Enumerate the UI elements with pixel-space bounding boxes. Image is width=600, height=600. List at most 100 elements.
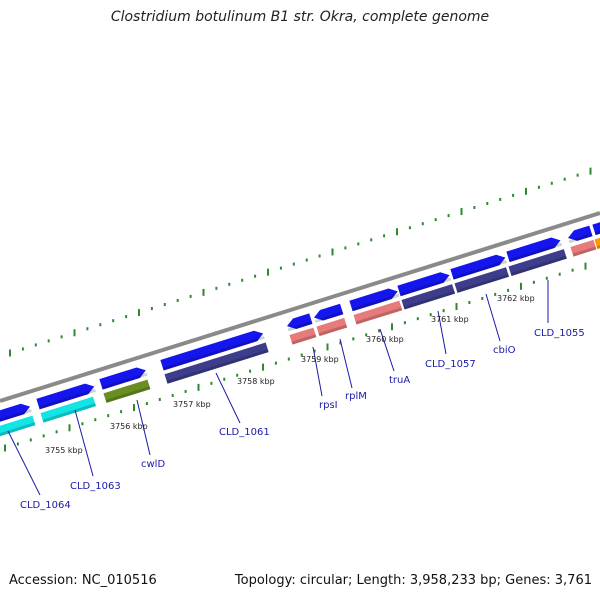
feature-body xyxy=(568,225,593,241)
feature-body xyxy=(506,237,561,263)
cds-trua-b xyxy=(353,300,403,325)
label-leader-line xyxy=(437,310,447,355)
cds-cwld-a xyxy=(99,367,148,390)
feature-shade xyxy=(38,388,96,410)
inner-tick-track xyxy=(4,262,587,452)
feature-shade xyxy=(510,255,567,276)
cds-rpsi-a xyxy=(287,313,313,332)
feature-shade xyxy=(456,273,510,293)
label-leader-line xyxy=(74,409,94,477)
cds-cbio-a xyxy=(450,254,508,280)
cds-cld-1057-a xyxy=(397,272,452,297)
cds-cld-1063-b xyxy=(40,396,96,423)
kbp-label-3761: 3761 kbp xyxy=(431,315,469,324)
feature-body xyxy=(592,219,600,236)
cds-cwld-b xyxy=(103,379,151,403)
kbp-label-3759: 3759 kbp xyxy=(301,355,339,364)
feature-shade xyxy=(568,233,593,244)
gene-label-rpsi: rpsI xyxy=(319,400,338,411)
label-leader-line xyxy=(7,430,41,496)
feature-body xyxy=(289,327,317,345)
outer-tick-track xyxy=(9,167,592,357)
feature-shade xyxy=(0,422,36,439)
cds-rplm-a xyxy=(314,303,344,323)
label-leader-line xyxy=(312,346,323,397)
feature-shade xyxy=(351,293,400,312)
cds-rplm-b xyxy=(316,317,348,337)
kbp-label-3755: 3755 kbp xyxy=(45,446,83,455)
gene-label-cld-1061: CLD_1061 xyxy=(219,427,270,438)
label-leader-line xyxy=(215,372,241,424)
cds-cld-1057-b xyxy=(401,284,456,310)
feature-body xyxy=(353,300,403,325)
feature-shade xyxy=(318,324,348,337)
feature-shade xyxy=(399,277,452,297)
label-leader-line xyxy=(485,293,501,342)
feature-body xyxy=(0,403,31,425)
feature-shade xyxy=(162,335,265,371)
cds-cld-1063-a xyxy=(36,383,96,410)
topology-text: Topology: circular; Length: 3,958,233 bp… xyxy=(234,573,592,588)
feature-body xyxy=(160,330,264,371)
feature-body xyxy=(40,396,96,423)
feature-shade xyxy=(0,408,32,425)
cds-cld-1064-a xyxy=(0,403,32,425)
cds-cld-1064-b xyxy=(0,415,36,439)
feature-shade xyxy=(452,260,508,280)
feature-shade xyxy=(314,311,344,323)
cds-edge-a xyxy=(592,219,600,236)
cds-cld-1055-a xyxy=(506,237,563,263)
feature-body xyxy=(570,239,597,257)
feature-body xyxy=(314,303,344,321)
cds-trua-a xyxy=(349,288,400,312)
feature-shade xyxy=(42,403,96,423)
feature-body xyxy=(0,415,36,439)
gene-label-cwld: cwlD xyxy=(141,459,165,470)
feature-body xyxy=(103,379,151,403)
cds-cld-1055-b xyxy=(508,249,567,276)
label-leader-line xyxy=(136,399,151,456)
feature-shade xyxy=(572,246,597,257)
cds-next-b xyxy=(570,239,597,257)
map-title: Clostridium botulinum B1 str. Okra, comp… xyxy=(110,9,490,25)
feature-body xyxy=(450,254,506,280)
label-leader-line xyxy=(379,328,395,372)
feature-body xyxy=(454,267,510,293)
feature-shade xyxy=(508,242,563,263)
kbp-label-3762: 3762 kbp xyxy=(497,294,535,303)
cds-cld-1061-a xyxy=(160,330,265,371)
feature-body xyxy=(164,342,269,384)
feature-shade xyxy=(291,334,317,345)
feature-track xyxy=(0,219,600,439)
cds-rpsi-b xyxy=(289,327,317,345)
gene-label-rplm: rplM xyxy=(345,391,367,402)
feature-shade xyxy=(287,320,313,332)
kbp-label-3756: 3756 kbp xyxy=(110,422,148,431)
feature-shade xyxy=(101,372,148,390)
feature-body xyxy=(316,317,348,337)
gene-label-cld-1064: CLD_1064 xyxy=(20,500,71,511)
gene-label-cld-1057: CLD_1057 xyxy=(425,359,476,370)
cds-next-a xyxy=(568,225,593,244)
gene-label-trua: truA xyxy=(389,375,410,386)
feature-body xyxy=(401,284,456,310)
kbp-label-3758: 3758 kbp xyxy=(237,377,275,386)
feature-shade xyxy=(166,349,269,384)
cds-cbio-b xyxy=(454,267,510,293)
feature-body xyxy=(349,288,398,312)
gene-label-cld-1063: CLD_1063 xyxy=(70,481,121,492)
accession-text: Accession: NC_010516 xyxy=(9,573,157,588)
kbp-label-3757: 3757 kbp xyxy=(173,400,211,409)
feature-body xyxy=(508,249,567,276)
cds-cld-1061-b xyxy=(164,342,269,384)
feature-body xyxy=(397,272,450,297)
feature-shade xyxy=(355,307,403,325)
gene-label-cld-1055: CLD_1055 xyxy=(534,328,585,339)
gene-label-cbio: cbiO xyxy=(493,345,516,356)
feature-body xyxy=(99,367,146,390)
label-leaders xyxy=(7,280,549,496)
feature-shade xyxy=(403,290,456,310)
kbp-label-3760: 3760 kbp xyxy=(366,335,404,344)
feature-shade xyxy=(105,386,151,403)
